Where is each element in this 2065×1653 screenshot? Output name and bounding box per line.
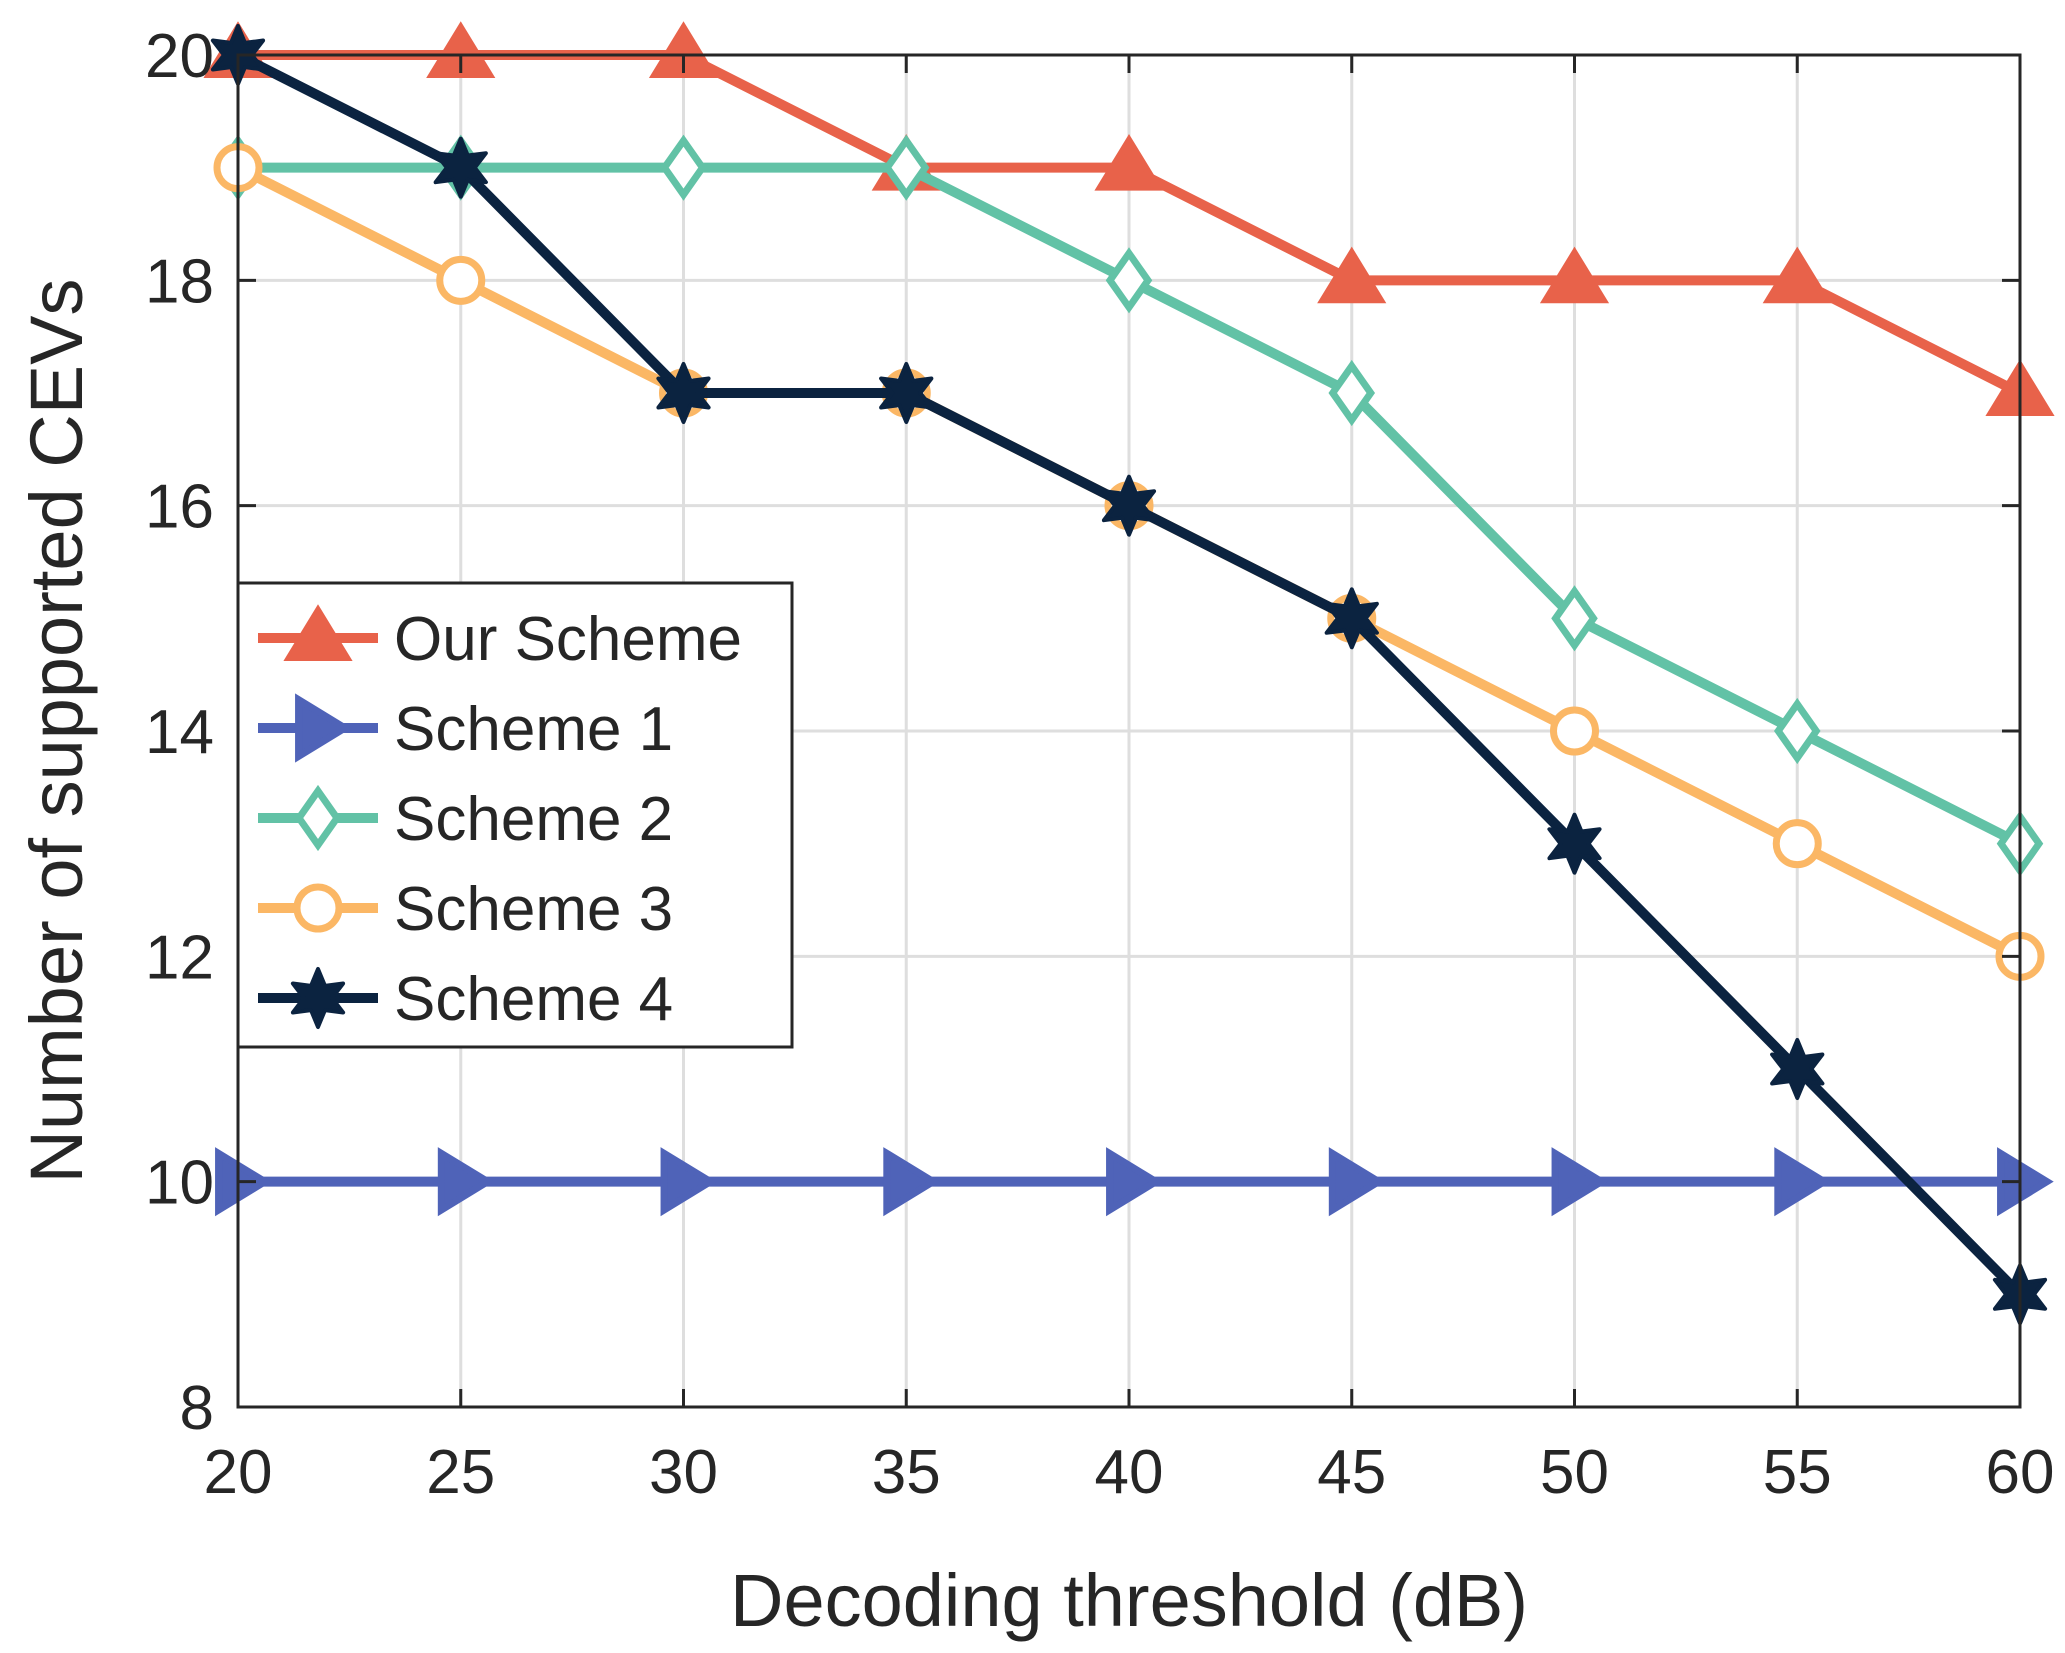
- x-tick-label: 55: [1763, 1438, 1832, 1507]
- data-point: [1550, 706, 1599, 756]
- data-point: [883, 1147, 940, 1217]
- x-tick-label: 60: [1986, 1438, 2055, 1507]
- data-point: [1770, 1038, 1825, 1100]
- y-tick-label: 14: [145, 698, 214, 767]
- y-tick-label: 10: [145, 1149, 214, 1218]
- data-point: [1106, 1147, 1163, 1217]
- data-point: [1094, 133, 1164, 191]
- data-point: [1774, 1147, 1831, 1217]
- legend-label: Scheme 2: [394, 785, 673, 854]
- data-point: [437, 1147, 495, 1217]
- data-point: [1101, 474, 1157, 537]
- legend-label: Scheme 4: [394, 965, 673, 1034]
- data-point: [1539, 246, 1610, 304]
- y-tick-label: 20: [145, 22, 214, 91]
- x-tick-label: 35: [872, 1438, 941, 1507]
- data-point: [1551, 1147, 1609, 1217]
- data-point: [660, 134, 707, 201]
- data-point: [1762, 246, 1832, 304]
- x-tick-label: 20: [204, 1438, 273, 1507]
- x-tick-label: 40: [1095, 1438, 1164, 1507]
- series-scheme-1: [215, 1147, 2054, 1217]
- data-point: [648, 21, 719, 78]
- data-point: [882, 134, 930, 201]
- data-point: [1772, 819, 1822, 869]
- y-tick-label: 12: [145, 923, 214, 992]
- data-point: [1328, 1147, 1386, 1217]
- legend-entry: Scheme 2: [258, 784, 673, 854]
- legend-marker: [295, 693, 352, 763]
- legend-marker: [294, 784, 342, 852]
- data-point: [1997, 1147, 2054, 1217]
- legend-label: Scheme 1: [394, 695, 673, 764]
- legend-label: Our Scheme: [394, 605, 742, 674]
- data-point: [1773, 697, 1821, 765]
- data-point: [426, 21, 496, 78]
- axes: 20 25 30 35 40 45 50 55 60 8 10 12 14 16 18 20: [145, 22, 2054, 1507]
- data-point: [1551, 585, 1598, 652]
- legend: Our Scheme Scheme 1 Scheme 2 Scheme 3 Scheme…: [236, 581, 794, 1049]
- data-point: [1547, 812, 1602, 875]
- y-tick-label: 18: [145, 247, 214, 316]
- legend-entry: Our Scheme: [258, 604, 742, 674]
- data-point: [1324, 587, 1379, 650]
- legend-marker: [290, 967, 346, 1029]
- data-point: [436, 255, 486, 305]
- y-axis-title: Number of supported CEVs: [15, 279, 98, 1184]
- data-point: [656, 362, 711, 424]
- y-tick-label: 8: [180, 1374, 214, 1443]
- data-point: [879, 362, 934, 424]
- x-tick-label: 50: [1540, 1438, 1609, 1507]
- data-point: [660, 1147, 718, 1217]
- legend-entry: Scheme 4: [258, 965, 673, 1034]
- x-tick-label: 30: [649, 1438, 718, 1507]
- x-tick-label: 45: [1317, 1438, 1386, 1507]
- legend-marker: [283, 604, 353, 661]
- data-point: [1317, 246, 1387, 304]
- data-point: [1328, 359, 1376, 427]
- legend-marker: [293, 883, 343, 933]
- x-tick-label: 25: [426, 1438, 495, 1507]
- data-point: [1105, 247, 1153, 314]
- series-layer: [203, 21, 2055, 1326]
- data-point: [433, 136, 488, 199]
- y-tick-label: 16: [145, 473, 214, 542]
- legend-label: Scheme 3: [394, 875, 673, 944]
- x-axis-title: Decoding threshold (dB): [730, 1559, 1528, 1642]
- legend-entry: Scheme 3: [258, 875, 673, 944]
- legend-entry: Scheme 1: [258, 693, 673, 764]
